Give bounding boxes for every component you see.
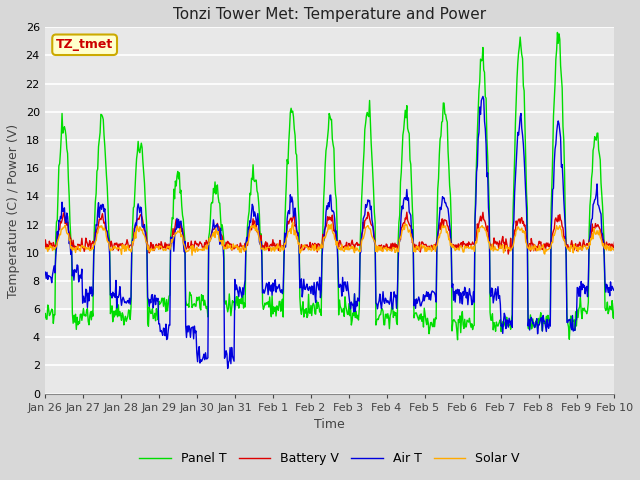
Panel T [415,312,423,318]
Solar V [417,242,425,248]
Panel T [611,301,618,307]
Solar V [198,248,206,253]
Battery V [417,249,424,255]
Solar V [188,252,196,258]
Panel T [51,312,59,318]
Line: Air T: Air T [45,96,614,369]
Line: Panel T: Panel T [45,33,614,340]
Panel T [554,30,561,36]
Air T [168,240,175,246]
Solar V [289,219,296,225]
Solar V [41,245,49,251]
Battery V [198,241,205,247]
Battery V [41,245,49,251]
Line: Battery V: Battery V [45,212,614,254]
Battery V [168,237,175,242]
Panel T [454,337,461,343]
Air T [41,271,49,276]
Solar V [611,246,618,252]
Air T [400,197,408,203]
Battery V [504,251,512,257]
Battery V [400,220,408,226]
Air T [224,366,232,372]
Battery V [611,239,618,245]
Solar V [401,227,408,232]
Solar V [51,246,59,252]
Title: Tonzi Tower Met: Temperature and Power: Tonzi Tower Met: Temperature and Power [173,7,486,22]
Line: Solar V: Solar V [45,222,614,255]
Panel T [109,309,117,314]
Y-axis label: Temperature (C) / Power (V): Temperature (C) / Power (V) [7,123,20,298]
Air T [611,288,618,294]
Air T [109,293,117,299]
Solar V [109,243,117,249]
Text: TZ_tmet: TZ_tmet [56,38,113,51]
Panel T [198,292,205,298]
Battery V [364,209,372,215]
Panel T [168,226,175,231]
Panel T [41,314,49,320]
Panel T [399,132,406,138]
Solar V [168,237,175,242]
Legend: Panel T, Battery V, Air T, Solar V: Panel T, Battery V, Air T, Solar V [134,447,525,470]
X-axis label: Time: Time [314,418,345,431]
Battery V [51,244,59,250]
Air T [51,270,59,276]
Battery V [109,245,117,251]
Air T [417,303,424,309]
Air T [479,94,487,99]
Air T [198,359,205,364]
